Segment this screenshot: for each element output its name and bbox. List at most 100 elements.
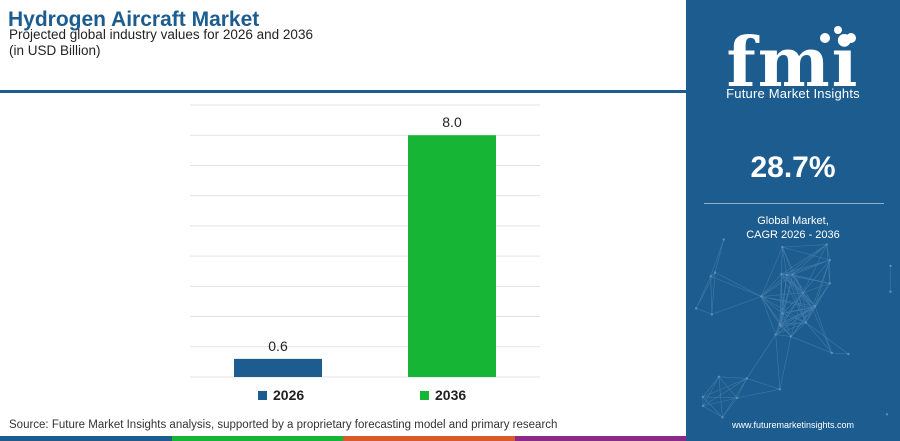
- network-line: [802, 283, 830, 294]
- network-line: [782, 247, 804, 293]
- network-line: [761, 296, 783, 314]
- legend-item-2026: 2026: [258, 387, 304, 403]
- network-line: [702, 376, 720, 398]
- network-line: [714, 272, 762, 297]
- data-label-2036: 8.0: [442, 114, 462, 130]
- network-line: [786, 274, 830, 284]
- network-line: [737, 389, 780, 399]
- network-line: [805, 322, 832, 354]
- source-note: Source: Future Market Insights analysis,…: [9, 419, 558, 431]
- network-line: [718, 376, 747, 379]
- network-node: [778, 322, 781, 326]
- network-line: [781, 247, 783, 275]
- network-line: [711, 272, 716, 315]
- network-line: [782, 292, 804, 314]
- network-line: [695, 272, 716, 309]
- header: Hydrogen Aircraft Market Projected globa…: [0, 0, 686, 90]
- caption-line-1: Global Market,: [757, 215, 829, 227]
- network-line: [775, 292, 804, 335]
- network-line: [711, 296, 762, 315]
- logo-figure-icon: [834, 26, 842, 34]
- subtitle-line-2: (in USD Billion): [9, 43, 101, 58]
- network-node: [710, 313, 714, 316]
- network-line: [782, 313, 792, 337]
- network-line: [826, 244, 831, 261]
- network-node: [791, 273, 794, 276]
- network-node: [701, 395, 705, 399]
- network-line: [814, 306, 833, 354]
- network-line: [775, 334, 791, 337]
- network-node: [828, 282, 831, 285]
- network-node: [885, 413, 889, 416]
- network-line: [802, 244, 827, 293]
- network-line: [786, 244, 827, 276]
- network-node: [778, 388, 782, 391]
- network-node: [828, 258, 832, 262]
- network-line: [695, 276, 711, 309]
- legend-swatch: [258, 390, 267, 400]
- network-line: [790, 292, 804, 337]
- network-node: [721, 416, 724, 419]
- network-node: [701, 404, 705, 408]
- legend-item-2036: 2036: [420, 387, 466, 403]
- network-line: [761, 274, 793, 297]
- network-line: [814, 259, 831, 307]
- network-line: [760, 247, 783, 297]
- network-node: [713, 271, 717, 274]
- panel-divider: [704, 203, 884, 204]
- network-line: [831, 352, 849, 355]
- network-line: [710, 239, 724, 277]
- data-label-2026: 0.6: [268, 338, 288, 354]
- network-line: [722, 397, 738, 418]
- network-node: [745, 377, 749, 380]
- network-line: [790, 336, 832, 354]
- subtitle: Projected global industry values for 202…: [9, 27, 349, 59]
- network-line: [718, 376, 738, 399]
- website-link[interactable]: www.futuremarketinsights.com: [731, 420, 855, 430]
- network-node: [735, 396, 739, 400]
- network-node: [789, 335, 793, 338]
- network-line: [714, 239, 724, 273]
- network-line: [775, 306, 816, 335]
- legend-swatch: [420, 390, 429, 400]
- legend-label: 2026: [273, 387, 305, 403]
- cagr-value: 28.7%: [750, 151, 836, 184]
- chart-legend: 2026 2036: [0, 387, 686, 407]
- network-node: [717, 375, 721, 379]
- network-node: [825, 243, 828, 246]
- logo-letters: fmi: [726, 23, 859, 103]
- caption-line-2: CAGR 2026 - 2036: [746, 229, 840, 241]
- color-strip: [0, 436, 686, 441]
- network-line: [702, 378, 748, 407]
- network-line: [781, 244, 827, 275]
- network-line: [702, 405, 723, 418]
- page-title: Hydrogen Aircraft Market: [8, 8, 260, 31]
- network-line: [761, 296, 816, 307]
- chart-area: 0.6 8.0: [0, 93, 686, 415]
- network-line: [782, 306, 816, 314]
- strip-segment: [514, 436, 686, 441]
- network-line: [792, 274, 816, 307]
- network-line: [781, 259, 830, 275]
- network-line: [805, 322, 849, 355]
- network-line: [761, 296, 792, 337]
- network-line: [780, 322, 806, 327]
- network-line: [811, 307, 832, 354]
- bar-chart: 0.6 8.0: [190, 104, 540, 378]
- side-panel: fmi Future Market Insights 28.7% Global …: [686, 0, 900, 441]
- logo-figure-icon: [846, 33, 856, 43]
- network-line: [746, 334, 776, 379]
- brand-name: Future Market Insights: [726, 86, 860, 101]
- network-node: [847, 352, 850, 356]
- network-line: [779, 274, 782, 325]
- network-line: [702, 376, 720, 407]
- subtitle-line-1: Projected global industry values for 202…: [9, 27, 313, 42]
- network-line: [802, 292, 807, 323]
- network-node: [889, 264, 892, 268]
- bar-2026: [234, 358, 322, 377]
- network-line: [792, 274, 804, 293]
- network-node: [760, 295, 763, 298]
- network-line: [775, 322, 807, 335]
- network-line: [760, 296, 776, 335]
